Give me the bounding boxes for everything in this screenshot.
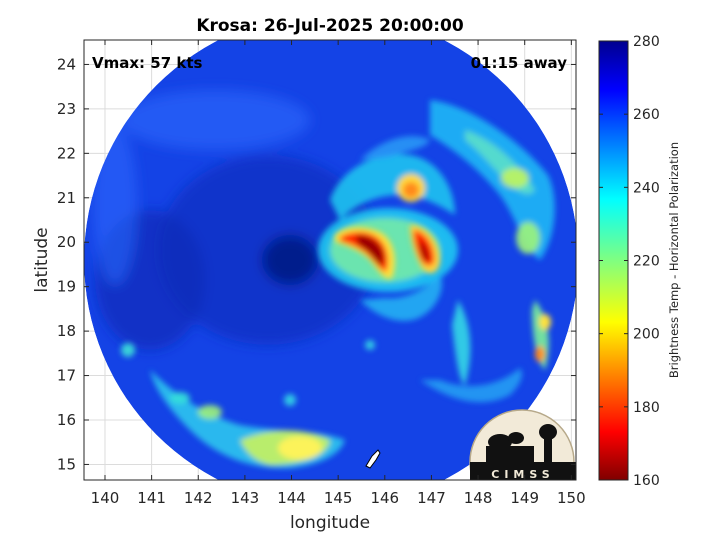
northeast-band <box>430 100 555 260</box>
x-tick-label: 145 <box>324 489 353 507</box>
x-tick-label: 142 <box>184 489 213 507</box>
y-tick-label: 17 <box>57 367 76 385</box>
y-tick-label: 24 <box>57 55 76 73</box>
cimss-logo: CIMSS <box>469 409 576 481</box>
x-axis: 140 141 142 143 144 145 146 147 148 149 150 <box>91 40 586 507</box>
y-tick-label: 15 <box>57 455 76 473</box>
swath-texture <box>93 90 378 350</box>
y-tick-label: 23 <box>57 100 76 118</box>
logo-tower <box>544 438 552 462</box>
x-tick-label: 146 <box>370 489 399 507</box>
logo-dish-2 <box>508 432 524 444</box>
axes-frame <box>83 39 577 481</box>
south-inner-band <box>360 275 442 321</box>
y-tick-label: 18 <box>57 322 76 340</box>
outer-light-arc-west <box>93 125 137 285</box>
southwest-cell-b <box>170 392 190 404</box>
north-rainband-outer <box>360 136 430 160</box>
y-tick-label: 20 <box>57 233 76 251</box>
east-eyewall-core <box>420 240 429 262</box>
colorbar-tick-label: 280 <box>633 34 660 50</box>
colorbar-tick-label: 260 <box>633 107 660 123</box>
south-cell <box>284 394 296 406</box>
colorbar-label: Brightness Temp - Horizontal Polarizatio… <box>667 142 681 378</box>
chart-title: Krosa: 26-Jul-2025 20:00:00 <box>196 16 464 36</box>
x-tick-label: 140 <box>91 489 120 507</box>
west-eyewall-core <box>356 235 384 266</box>
logo-text: CIMSS <box>491 468 554 481</box>
colorbar-tick-label: 240 <box>633 180 660 196</box>
y-tick-label: 19 <box>57 278 76 296</box>
x-tick-label: 149 <box>510 489 539 507</box>
southwest-rainband-yellow <box>278 436 322 460</box>
colorbar: 280 260 240 220 200 180 160 Brightness Temp - … <box>598 34 681 489</box>
east-outer-band <box>452 300 471 385</box>
eyewall <box>335 225 440 279</box>
far-east-band-orange <box>535 346 545 362</box>
northeast-band-blob <box>516 222 540 254</box>
eye-region <box>262 235 318 285</box>
colorbar-ticks: 280 260 240 220 200 180 160 <box>599 34 660 489</box>
west-cell <box>121 343 135 357</box>
southeast-band <box>420 368 522 403</box>
north-band-orange <box>403 182 419 198</box>
x-tick-label: 150 <box>557 489 586 507</box>
x-tick-label: 148 <box>464 489 493 507</box>
guam-outline <box>365 449 381 469</box>
y-axis: 15 16 17 18 19 20 21 22 23 24 <box>57 55 576 473</box>
outer-light-arc-north <box>120 90 310 150</box>
y-tick-label: 22 <box>57 144 76 162</box>
x-tick-label: 144 <box>277 489 306 507</box>
logo-building <box>486 446 534 462</box>
y-axis-label: latitude <box>32 227 52 292</box>
east-small-cell <box>539 314 551 330</box>
northeast-band-yellow <box>501 168 529 188</box>
logo-tower-top <box>539 424 557 440</box>
colorbar-tick-label: 220 <box>633 254 660 270</box>
x-tick-label: 147 <box>417 489 446 507</box>
southwest-cell-a <box>198 405 222 419</box>
time-away-annotation: 01:15 away <box>471 54 568 72</box>
colorbar-tick-label: 200 <box>633 327 660 343</box>
x-tick-label: 141 <box>137 489 166 507</box>
y-tick-label: 21 <box>57 189 76 207</box>
west-eyewall-red <box>340 231 388 272</box>
x-tick-label: 143 <box>231 489 260 507</box>
colorbar-tick-label: 180 <box>633 400 660 416</box>
north-rainband <box>330 154 455 220</box>
colorbar-gradient <box>598 40 629 481</box>
logo-ground <box>470 462 576 480</box>
colorbar-tick-label: 160 <box>633 473 660 489</box>
x-axis-label: longitude <box>290 513 370 533</box>
south-center-cell <box>365 340 375 350</box>
vmax-annotation: Vmax: 57 kts <box>92 54 202 72</box>
microwave-swath <box>84 40 576 480</box>
y-tick-label: 16 <box>57 411 76 429</box>
